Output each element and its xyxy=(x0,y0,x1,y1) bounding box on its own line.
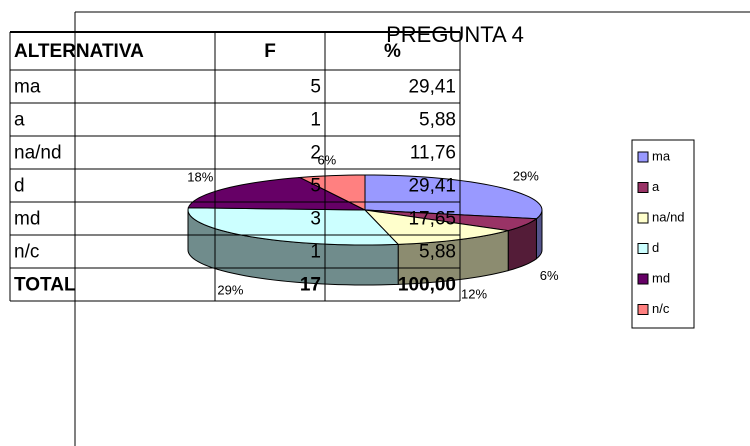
legend-label: na/nd xyxy=(652,209,685,224)
data-label: 6% xyxy=(317,152,336,167)
legend: ma a na/nd d md n/c xyxy=(637,148,685,316)
table-cell: TOTAL xyxy=(14,275,76,296)
table-cell: 1 xyxy=(310,242,321,263)
table-cell: 29,41 xyxy=(408,77,456,98)
pie-slice xyxy=(297,174,366,211)
pie-slice xyxy=(364,174,543,220)
table-cell: 5 xyxy=(310,77,321,98)
legend-swatch xyxy=(637,243,649,254)
pie-slice xyxy=(364,209,538,232)
table-cell: ALTERNATIVA xyxy=(14,41,144,62)
table-cell: 3 xyxy=(310,209,321,230)
data-label: 29% xyxy=(217,282,243,297)
data-label: 12% xyxy=(461,286,487,301)
table-cell: 29,41 xyxy=(408,176,456,197)
legend-label: ma xyxy=(652,148,671,163)
table-cell: 17 xyxy=(300,275,321,296)
legend-swatch xyxy=(637,182,649,193)
table-cell: F xyxy=(264,41,276,62)
legend-swatch xyxy=(637,273,649,285)
legend-label: n/c xyxy=(652,301,670,316)
table-cell: 5,88 xyxy=(419,242,456,263)
table-cell: md xyxy=(14,209,40,230)
table-cell: 1 xyxy=(310,110,321,131)
table: ALTERNATIVA F % ma 5 29,41 a 1 5,88 na/nd 2 11,76 d 5… xyxy=(9,31,461,302)
legend-label: md xyxy=(652,270,670,285)
table-cell: % xyxy=(384,41,401,62)
table-cell: n/c xyxy=(14,242,39,263)
table-cell: 5,88 xyxy=(419,110,456,131)
legend-swatch xyxy=(637,151,649,163)
table-cell: 100,00 xyxy=(398,275,456,296)
table-cell: a xyxy=(14,110,25,131)
table-cell: 17,65 xyxy=(408,209,456,230)
data-label: 6% xyxy=(540,268,559,283)
legend-swatch xyxy=(637,212,649,224)
table-cell: 2 xyxy=(310,143,321,164)
legend-label: d xyxy=(652,240,659,255)
data-label: 29% xyxy=(513,169,539,184)
chart-title: PREGUNTA 4 xyxy=(386,22,524,47)
legend-box xyxy=(631,139,695,329)
pie: 29% 6% 12% 29% 18% 6% xyxy=(187,152,559,301)
legend-swatch xyxy=(637,304,649,315)
table-cell: ma xyxy=(14,77,41,98)
pie-slice xyxy=(187,207,400,246)
table-cell: na/nd xyxy=(14,143,62,164)
table-cell: 5 xyxy=(310,176,321,197)
data-label: 18% xyxy=(187,170,213,185)
table-cell: 11,76 xyxy=(410,143,456,164)
table-cell: d xyxy=(14,176,25,197)
legend-label: a xyxy=(652,179,660,194)
